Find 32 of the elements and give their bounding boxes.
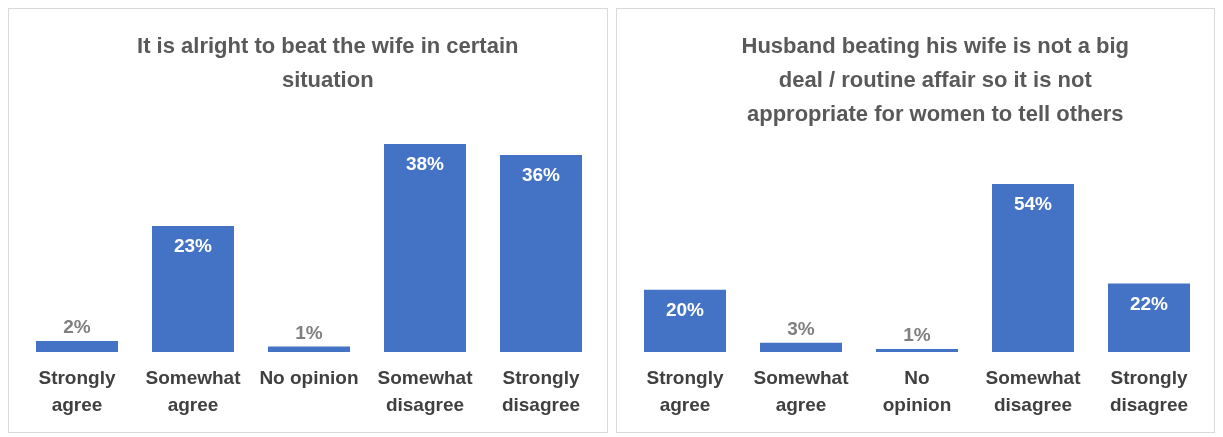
chart-title: Husband beating his wife is not a big deal / routine affair so it is not appropriate for women to tell others [740, 32, 1130, 128]
bar [384, 144, 466, 352]
data-label: 20% [665, 298, 704, 320]
data-label: 36% [521, 163, 561, 185]
x-tick-label: No opinion [259, 367, 359, 388]
x-tick-label: Somewhat agree [752, 367, 849, 415]
x-tick-label: Somewhat disagree [377, 367, 474, 415]
bar [268, 346, 350, 352]
bar [152, 226, 234, 352]
x-tick-label: No opinion [882, 367, 951, 415]
bar [991, 184, 1074, 352]
data-label: 23% [173, 235, 213, 257]
bar [875, 348, 958, 352]
x-tick-label: Strongly agree [38, 367, 116, 415]
bar [1107, 283, 1190, 352]
bar [759, 342, 842, 352]
data-label: 1% [902, 323, 931, 345]
data-label: 54% [1013, 193, 1052, 214]
data-label: 2% [63, 316, 91, 338]
data-label: 22% [1129, 292, 1168, 314]
data-label: 3% [786, 317, 815, 339]
chart-title: It is alright to beat the wife in certain situation [136, 32, 520, 94]
data-label: 1% [295, 321, 323, 343]
data-label: 38% [405, 153, 445, 174]
x-tick-label: Strongly agree [645, 367, 724, 415]
x-tick-label: Somewhat disagree [984, 367, 1081, 415]
bar [36, 341, 118, 352]
bar [500, 154, 582, 352]
bar [643, 289, 726, 352]
x-tick-label: Strongly disagree [501, 367, 581, 415]
x-tick-label: Strongly disagree [1109, 367, 1188, 415]
x-tick-label: Somewhat agree [145, 367, 242, 415]
